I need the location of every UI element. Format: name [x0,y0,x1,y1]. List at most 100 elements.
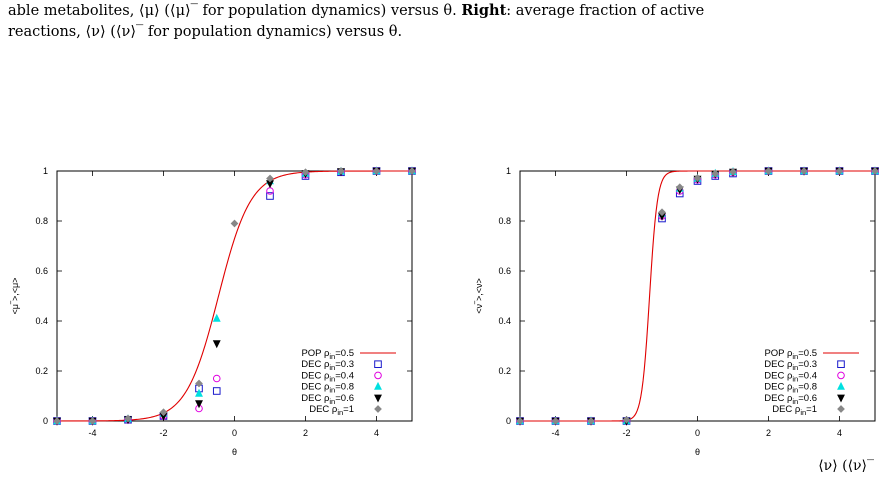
data-point [212,387,221,395]
chart-1-frame [56,170,413,422]
legend-label: DEC ρin=0.4 [301,370,354,383]
data-point [711,169,720,178]
data-point [212,340,221,349]
y-tick-label: 0 [506,416,511,426]
data-point [88,417,97,425]
legend-label: DEC ρin=1 [772,404,817,417]
legend-marker [837,371,845,380]
legend-marker [837,381,845,390]
chart-1-series-1 [53,167,416,425]
y-tick-label: 0 [43,416,48,426]
y-tick-label: 0.4 [35,316,48,326]
y-tick-label: 1 [43,166,48,176]
data-point [195,400,203,409]
chart-1-series-2 [53,167,416,425]
y-tick-label: 0.2 [498,366,511,376]
chart-2-series-1 [516,167,879,425]
chart-2-series-3 [516,166,879,425]
caption-line-1: able metabolites, ⟨μ⟩ (⟨μ⟩‾ for populati… [8,0,874,22]
y-tick-label: 0.6 [35,266,48,276]
data-point [195,388,203,397]
chart-2-series-5 [516,167,879,425]
data-point [372,167,381,175]
data-point [835,167,844,175]
data-point [871,167,879,175]
legend-marker [837,405,845,413]
data-point [693,174,702,182]
x-tick-label: 2 [303,428,308,438]
data-point [266,192,274,200]
y-tick-label: 0.6 [498,266,511,276]
legend-marker [837,394,845,403]
data-point [212,374,221,383]
legend-marker [837,360,845,368]
chart-2-pop-line [520,170,875,422]
legend-marker [374,381,382,390]
figure-caption: able metabolites, ⟨μ⟩ (⟨μ⟩‾ for populati… [8,0,874,43]
y-tick-label: 1 [506,166,511,176]
y-tick-label: 0.4 [498,316,511,326]
y-tick-label: 0.8 [498,216,511,226]
chart-2: -4 -2 0 2 4 0 0.2 0.4 0.6 0.8 1 θ <ν‾>,<ν> POP ρin=0.… [474,166,879,457]
chart-1-series-3 [53,166,416,425]
legend-label: POP ρin=0.5 [764,348,817,361]
legend-marker [374,360,382,368]
data-point [587,417,595,425]
caption-right-label: Right [461,2,507,19]
chart-2-xlabel: θ [695,447,700,457]
data-point [212,313,221,322]
y-tick-label: 0.8 [35,216,48,226]
x-tick-label: -2 [159,428,167,438]
caption-line-1-text: able metabolites, ⟨μ⟩ (⟨μ⟩‾ for populati… [8,3,457,19]
data-point [764,167,773,175]
chart-2-series-4 [516,167,879,426]
chart-1-series-4 [53,167,416,426]
x-tick-label: -4 [551,428,559,438]
x-tick-label: -4 [88,428,96,438]
data-point [800,167,808,175]
legend-label: DEC ρin=0.6 [764,393,817,406]
data-point [658,208,666,217]
data-point [124,414,132,423]
data-point [301,168,310,177]
data-point [408,167,416,175]
data-point [675,183,684,192]
data-point [337,167,345,175]
chart-2-frame [519,170,876,422]
y-tick-label: 0.2 [35,366,48,376]
chart-1-ylabel: <μ‾>,<μ> [10,278,20,315]
data-point [266,187,274,195]
chart-1-series-5 [53,167,416,425]
legend-label: POP ρin=0.5 [301,348,354,361]
legend-marker [374,405,382,413]
legend-label: DEC ρin=0.8 [764,382,817,395]
chart-1-pop-line [57,170,412,422]
x-tick-label: 2 [766,428,771,438]
legend-label: DEC ρin=1 [309,404,354,417]
chart-1-xlabel: θ [232,447,237,457]
x-tick-label: 0 [232,428,237,438]
caption-line-2: reactions, ⟨ν⟩ (⟨ν⟩‾ for population dyna… [8,24,403,40]
legend-marker [374,371,382,380]
legend-label: DEC ρin=0.3 [764,359,817,372]
data-point [195,379,203,388]
legend-label: DEC ρin=0.8 [301,382,354,395]
data-point [516,417,524,425]
legend-label: DEC ρin=0.4 [764,370,817,383]
legend-label: DEC ρin=0.3 [301,359,354,372]
chart-2-ylabel: <ν‾>,<ν> [474,278,484,314]
data-point [159,408,168,417]
legend-marker [374,394,382,403]
legend-label: DEC ρin=0.6 [301,393,354,406]
x-tick-label: 4 [374,428,379,438]
next-caption-fragment: ⟨ν⟩ (⟨ν⟩‾ [818,458,874,474]
chart-2-series-2 [516,167,879,425]
data-point [622,415,631,424]
data-point [551,417,560,425]
x-tick-label: 0 [695,428,700,438]
data-point [230,219,239,228]
x-tick-label: 4 [837,428,842,438]
data-point [266,174,274,183]
data-point [53,417,61,425]
